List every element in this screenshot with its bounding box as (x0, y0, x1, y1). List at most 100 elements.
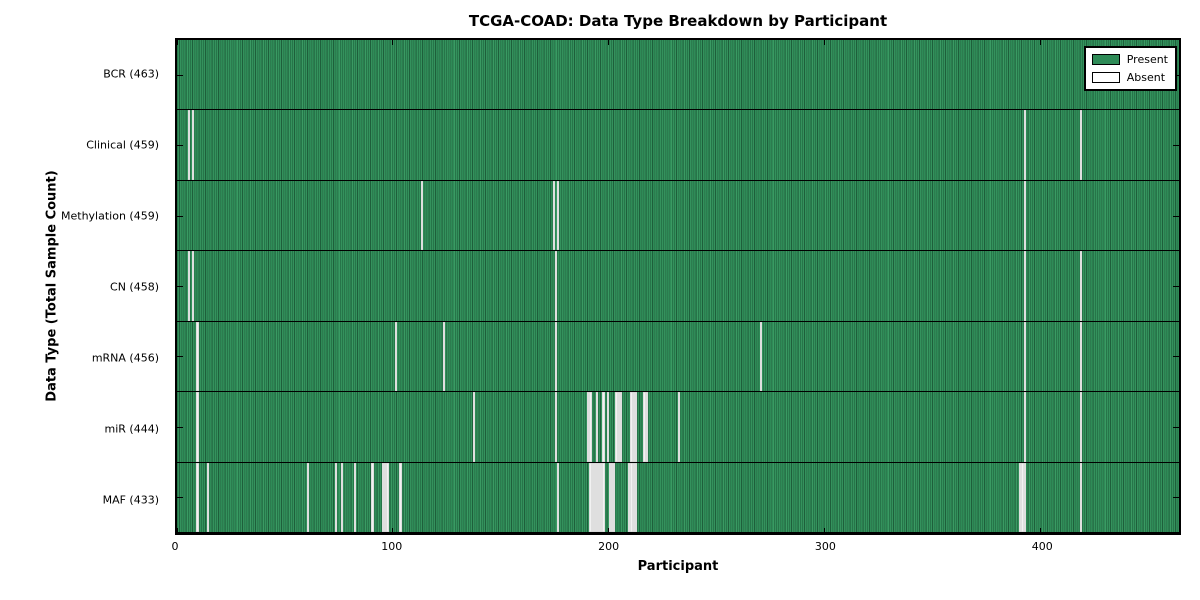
absent-bar (617, 392, 620, 462)
absent-bar (1079, 251, 1082, 321)
absent-bar (382, 462, 385, 532)
absent-bar (1023, 462, 1026, 532)
absent-bar (630, 392, 633, 462)
absent-bar (354, 462, 357, 532)
absent-bar (1079, 321, 1082, 392)
absent-bar (678, 392, 681, 462)
absent-bar (554, 321, 558, 392)
absent-bar (1023, 180, 1026, 251)
plot-area (175, 38, 1181, 535)
absent-bar (600, 462, 603, 532)
y-tick-mark (177, 356, 183, 358)
x-tick-mark (824, 40, 826, 45)
absent-bar (602, 392, 605, 462)
legend: Present Absent (1083, 46, 1177, 91)
absent-bar (602, 462, 605, 532)
y-tick-label: CN (458) (110, 280, 159, 293)
heatmap-row-mir (177, 392, 1179, 463)
x-tick-label: 300 (814, 540, 836, 553)
y-tick-label: mRNA (456) (91, 351, 159, 364)
absent-bar (632, 392, 635, 462)
legend-label-present: Present (1126, 53, 1168, 66)
y-tick-mark (177, 74, 183, 76)
absent-bar (613, 462, 616, 532)
x-tick-mark (1040, 40, 1042, 45)
x-tick-mark (1040, 528, 1042, 533)
chart-title: TCGA-COAD: Data Type Breakdown by Partic… (468, 12, 888, 30)
absent-bar (1023, 392, 1026, 462)
absent-bar (630, 462, 633, 532)
absent-bar (306, 462, 309, 532)
y-tick-mark (177, 215, 183, 217)
x-tick-labels: 0 100 200 300 400 (172, 540, 1181, 554)
heatmap-row-clinical (177, 110, 1179, 181)
absent-bar (1079, 110, 1082, 180)
legend-swatch-present-icon (1091, 54, 1120, 65)
y-tick-mark (177, 497, 183, 499)
absent-bar (760, 321, 763, 392)
absent-bar (552, 180, 555, 251)
absent-bar (593, 462, 596, 532)
y-tick-mark (1173, 145, 1179, 147)
absent-bar (386, 462, 389, 532)
y-tick-mark (1173, 426, 1179, 428)
absent-bar (196, 392, 199, 462)
absent-bar (421, 180, 424, 251)
y-tick-mark (177, 426, 183, 428)
absent-bar (634, 462, 637, 532)
legend-item-absent: Absent (1091, 71, 1168, 84)
absent-bar (587, 392, 590, 462)
absent-bar (589, 462, 592, 532)
legend-swatch-absent-icon (1091, 72, 1120, 83)
absent-bar (615, 392, 618, 462)
absent-bar (1023, 251, 1026, 321)
absent-bar (196, 462, 199, 532)
x-tick-mark (177, 40, 178, 45)
absent-bar (608, 462, 612, 532)
absent-bar (341, 462, 344, 532)
absent-bar (334, 462, 337, 532)
y-tick-mark (1173, 356, 1179, 358)
absent-bar (643, 392, 646, 462)
x-axis-label: Participant (637, 559, 719, 574)
heatmap-row-methylation (177, 180, 1179, 252)
absent-bar (1023, 110, 1026, 180)
y-tick-label: MAF (433) (102, 493, 159, 506)
x-tick-mark (608, 528, 610, 533)
legend-label-absent: Absent (1126, 71, 1166, 84)
absent-bar (645, 392, 648, 462)
absent-bar (554, 251, 558, 321)
absent-bar (589, 392, 592, 462)
y-tick-mark (177, 286, 183, 287)
absent-bar (472, 392, 475, 462)
y-tick-label: Clinical (459) (86, 138, 159, 151)
absent-bar (399, 462, 402, 532)
x-tick-mark (392, 40, 394, 45)
absent-bar (187, 251, 190, 321)
absent-bar (628, 462, 631, 532)
y-tick-labels: BCR (463) Clinical (459) Methylation (459)… (0, 38, 167, 535)
absent-bar (606, 392, 609, 462)
absent-bar (598, 462, 601, 532)
absent-bar (1079, 462, 1082, 532)
y-tick-label: BCR (463) (103, 67, 159, 80)
absent-bar (192, 110, 195, 180)
heatmap-row-mrna (177, 321, 1179, 393)
x-tick-mark (177, 528, 178, 533)
absent-bar (196, 321, 199, 392)
absent-bar (192, 251, 195, 321)
absent-bar (554, 392, 558, 462)
absent-bar (1079, 392, 1082, 462)
y-tick-mark (1173, 286, 1179, 287)
heatmap-row-bcr (177, 40, 1179, 111)
absent-bar (619, 392, 622, 462)
heatmap-row-cn (177, 251, 1179, 322)
x-tick-mark (824, 528, 826, 533)
x-tick-mark (392, 528, 394, 533)
absent-bar (611, 462, 614, 532)
absent-bar (207, 462, 210, 532)
absent-bar (1021, 462, 1024, 532)
y-tick-mark (1173, 497, 1179, 499)
y-tick-mark (177, 145, 183, 147)
